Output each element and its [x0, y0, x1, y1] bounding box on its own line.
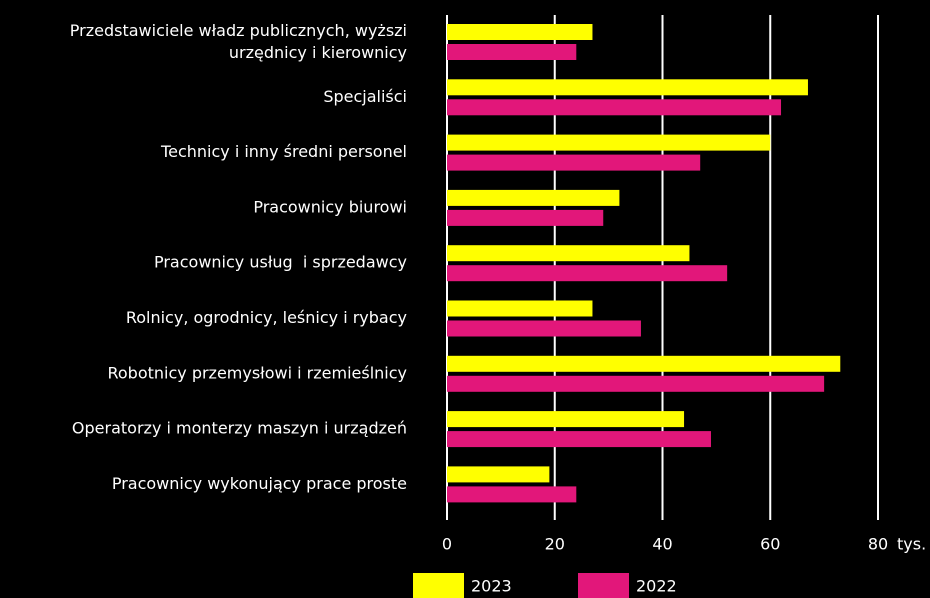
legend-swatch: [578, 573, 629, 598]
x-tick-label: 20: [545, 535, 565, 554]
x-tick-label: 60: [760, 535, 780, 554]
bar: [447, 265, 728, 282]
y-tick-label: Pracownicy biurowi: [253, 197, 407, 216]
y-tick-label: Technicy i inny średni personel: [160, 142, 407, 161]
x-axis-unit: tys.: [897, 535, 926, 554]
bar: [447, 189, 620, 206]
y-tick-label: Robotnicy przemysłowi i rzemieślnicy: [107, 363, 407, 382]
x-tick-label: 0: [442, 535, 452, 554]
y-tick-label: Pracownicy usług i sprzedawcy: [154, 253, 407, 272]
y-tick-label: Pracownicy wykonujący prace proste: [112, 474, 407, 493]
y-tick-label: Rolnicy, ogrodnicy, leśnicy i rybacy: [126, 308, 407, 327]
bar: [447, 79, 808, 96]
bar: [447, 99, 782, 116]
y-tick-label: Przedstawiciele władz publicznych, wyższ…: [70, 21, 407, 62]
bar: [447, 44, 577, 60]
bar: [447, 466, 550, 483]
bar: [447, 411, 685, 428]
bar: [447, 209, 604, 226]
x-tick-label: 80: [868, 535, 888, 554]
bar: [447, 154, 701, 171]
bar: [447, 431, 711, 448]
bar: [447, 134, 771, 151]
bar: [447, 300, 593, 317]
x-tick-label: 40: [652, 535, 672, 554]
bar: [447, 24, 593, 40]
bar: [447, 320, 641, 337]
bar: [447, 375, 825, 392]
y-tick-label: Specjaliści: [323, 87, 407, 106]
bar: [447, 245, 690, 262]
y-tick-label: Operatorzy i monterzy maszyn i urządzeń: [72, 419, 407, 438]
bar: [447, 355, 841, 372]
legend-swatch: [413, 573, 464, 598]
legend-label: 2023: [471, 577, 512, 596]
bar: [447, 486, 577, 503]
legend-label: 2022: [636, 577, 677, 596]
